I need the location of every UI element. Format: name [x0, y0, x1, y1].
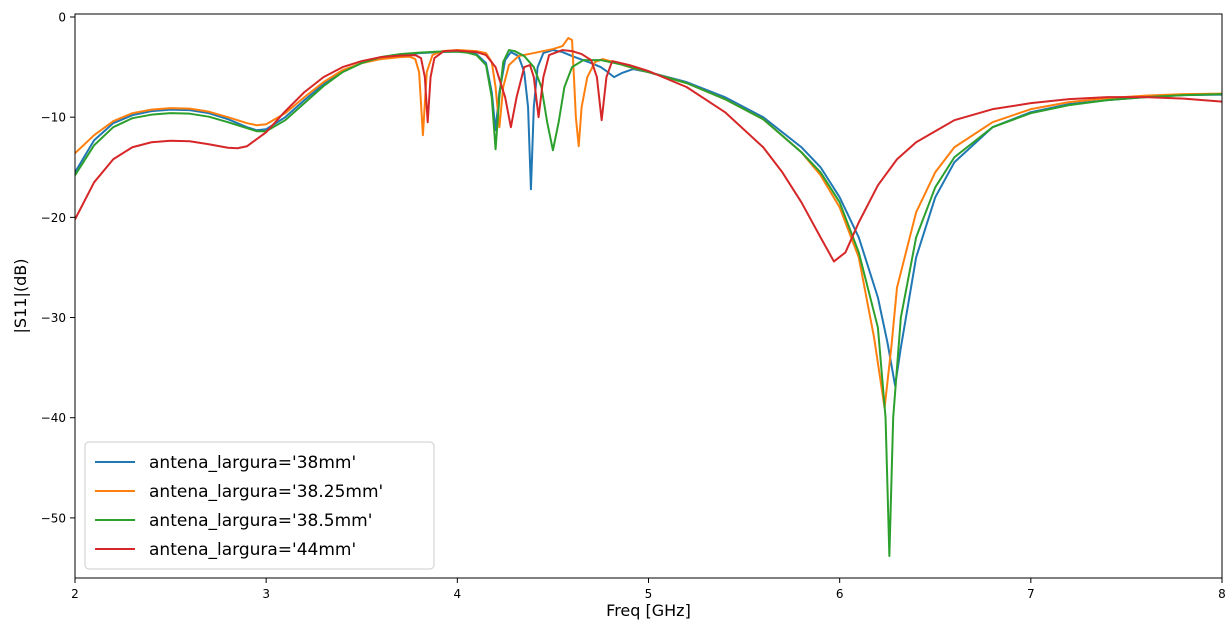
- x-tick-label: 4: [454, 587, 462, 601]
- x-axis-ticks: 2 3 4 5 6 7 8: [71, 578, 1226, 601]
- series-lines: [75, 37, 1222, 557]
- series-line-3: [75, 49, 1222, 557]
- y-tick-label: 0: [58, 11, 66, 25]
- legend-entry-label: antena_largura='38.5mm': [149, 511, 372, 531]
- x-tick-label: 8: [1218, 587, 1226, 601]
- legend: antena_largura='38mm' antena_largura='38.…: [84, 441, 435, 570]
- x-tick-label: 7: [1027, 587, 1035, 601]
- y-tick-label: −10: [41, 111, 66, 125]
- y-tick-label: −40: [41, 411, 66, 425]
- x-axis-label: Freq [GHz]: [606, 601, 691, 620]
- series-line-1: [75, 49, 1222, 387]
- x-tick-label: 5: [645, 587, 653, 601]
- series-line-4: [75, 49, 1222, 263]
- y-tick-label: −30: [41, 311, 66, 325]
- y-tick-label: −50: [41, 511, 66, 525]
- legend-box: [84, 441, 435, 570]
- legend-entry-label: antena_largura='44mm': [149, 540, 356, 560]
- legend-entry-label: antena_largura='38.25mm': [149, 482, 383, 502]
- x-tick-label: 6: [836, 587, 844, 601]
- legend-entry-label: antena_largura='38mm': [149, 453, 356, 473]
- x-tick-label: 3: [262, 587, 270, 601]
- x-tick-label: 2: [71, 587, 79, 601]
- y-tick-label: −20: [41, 211, 66, 225]
- y-axis-ticks: 0 −10 −20 −30 −40 −50: [41, 11, 75, 525]
- y-axis-label: |S11|(dB): [11, 259, 30, 334]
